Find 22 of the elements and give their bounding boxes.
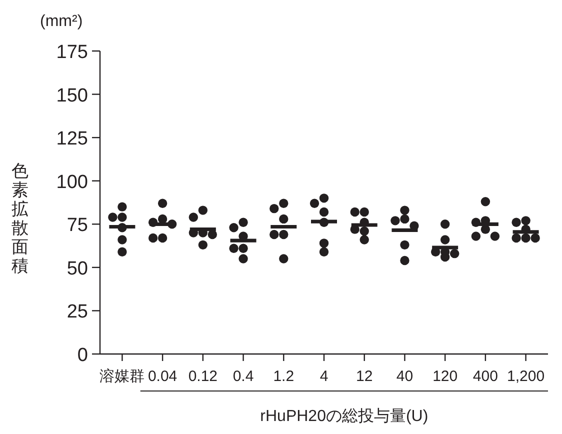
y-tick-label: 175 bbox=[56, 42, 88, 63]
y-tick-label: 25 bbox=[66, 302, 88, 323]
x-tick-label: 0.12 bbox=[188, 368, 218, 385]
x-tick-label: 0.04 bbox=[148, 368, 178, 385]
y-tick-label: 0 bbox=[77, 345, 88, 366]
x-tick-label: 1,200 bbox=[507, 368, 545, 385]
y-tick-label: 75 bbox=[66, 215, 88, 236]
x-tick-label: 40 bbox=[396, 368, 414, 385]
y-axis-title: 色素拡散面積 bbox=[12, 162, 28, 276]
x-tick-label: 溶媒群 bbox=[100, 368, 145, 385]
x-tick-label: 12 bbox=[356, 368, 373, 385]
x-axis-title: rHuPH20の総投与量(U) bbox=[260, 407, 428, 425]
y-tick-label: 50 bbox=[66, 258, 88, 280]
x-tick-label: 120 bbox=[432, 368, 458, 385]
x-tick-label: 400 bbox=[472, 368, 498, 385]
y-tick-label: 150 bbox=[56, 85, 88, 106]
text: (mm²) bbox=[40, 13, 83, 30]
y-tick-label: 125 bbox=[56, 128, 88, 150]
y-tick-label: 100 bbox=[56, 172, 88, 193]
x-tick-label: 0.4 bbox=[232, 368, 254, 385]
x-tick-label: 4 bbox=[320, 368, 328, 385]
x-tick-label: 1.2 bbox=[273, 368, 294, 385]
